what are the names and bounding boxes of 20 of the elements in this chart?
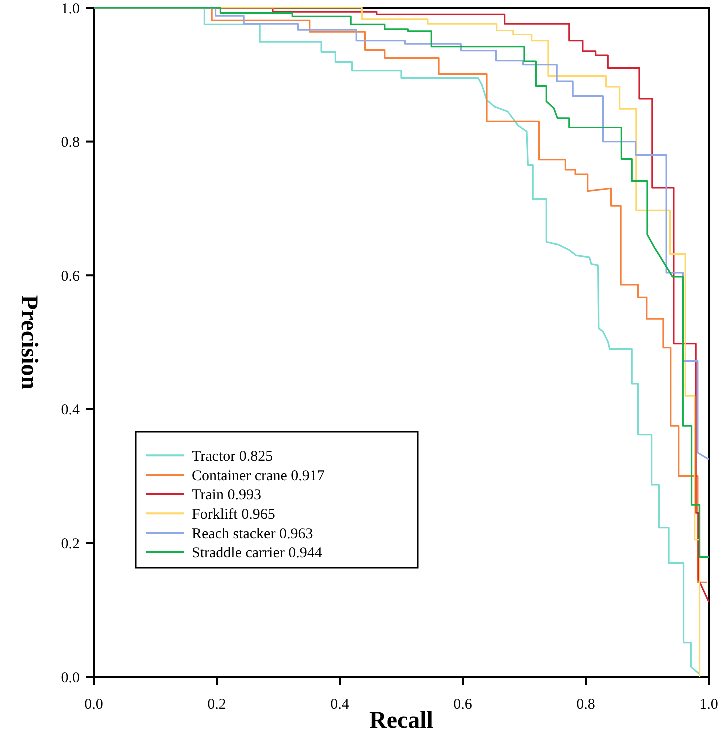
y-tick-label: 0.6 [61, 268, 80, 285]
x-tick-label: 1.0 [700, 697, 718, 713]
y-tick-label: 0.4 [61, 402, 80, 419]
x-tick-label: 0.4 [330, 697, 350, 713]
y-tick-label: 0.2 [61, 536, 80, 552]
y-tick-label: 1.0 [61, 1, 80, 18]
legend-label: Container crane 0.917 [192, 468, 326, 484]
y-tick-label: 0.8 [61, 135, 80, 152]
y-axis-title: Precision [16, 295, 42, 390]
legend-label: Tractor 0.825 [192, 448, 274, 465]
legend-label: Straddle carrier 0.944 [192, 546, 323, 562]
x-axis-title: Recall [370, 708, 434, 734]
x-tick-label: 0.2 [208, 697, 226, 713]
y-tick-label: 0.0 [61, 670, 80, 686]
legend-label: Reach stacker 0.963 [192, 526, 314, 542]
x-tick-label: 0.0 [84, 697, 104, 713]
legend-label: Forklift 0.965 [192, 506, 276, 523]
legend-label: Train 0.993 [192, 488, 262, 504]
x-tick-label: 0.8 [576, 697, 596, 713]
x-tick-label: 0.6 [454, 697, 473, 713]
